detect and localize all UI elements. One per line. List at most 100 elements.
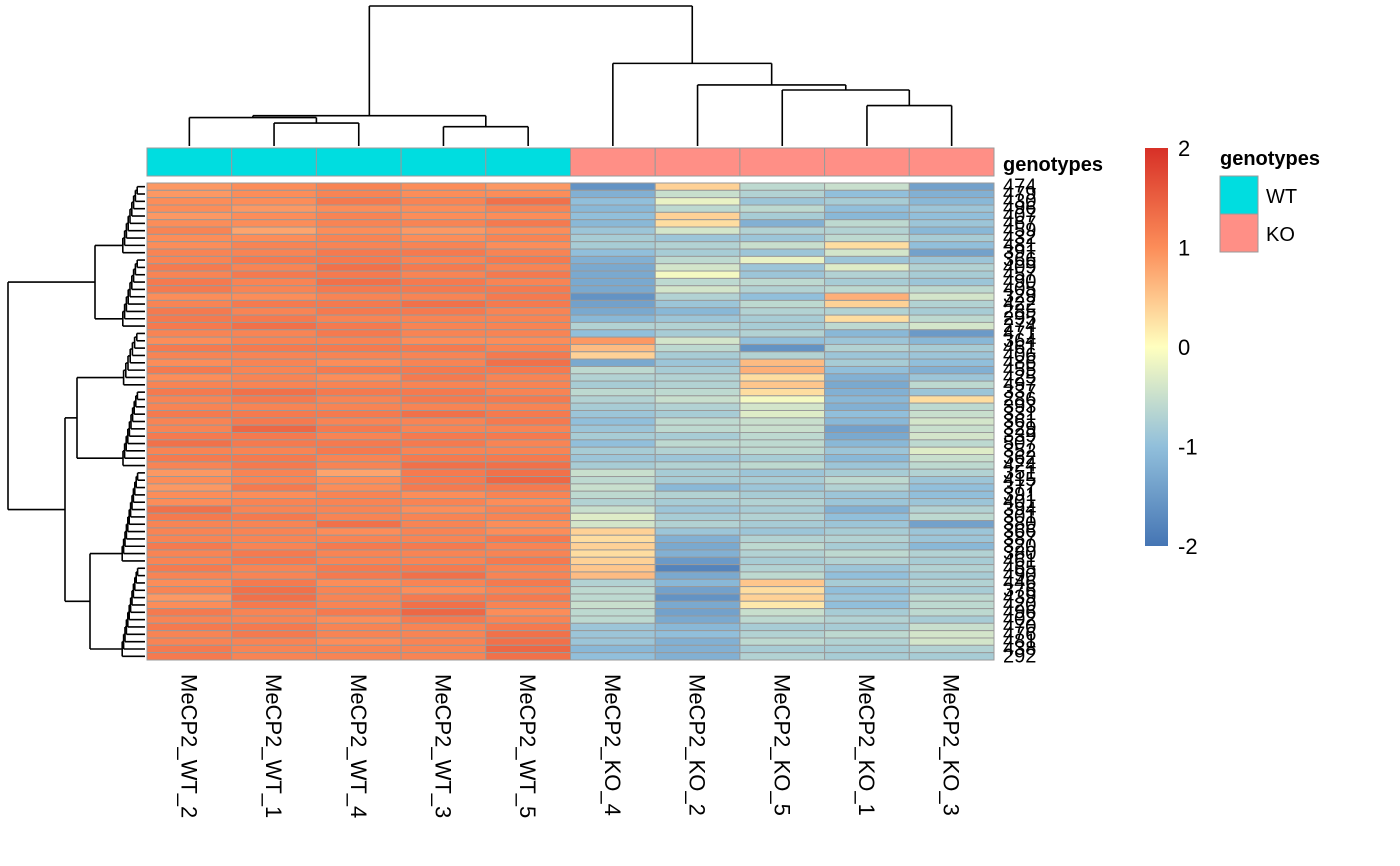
heatmap-cell bbox=[908, 292, 995, 301]
heatmap-cell bbox=[146, 637, 233, 646]
heatmap-cell bbox=[654, 505, 741, 514]
heatmap-cell bbox=[908, 505, 995, 514]
heatmap-cell bbox=[231, 314, 317, 323]
heatmap-cell bbox=[231, 307, 317, 316]
heatmap-cell bbox=[231, 439, 317, 448]
heatmap-cell bbox=[400, 586, 487, 595]
heatmap-cell bbox=[570, 490, 656, 500]
row-label: 420 bbox=[1003, 594, 1036, 616]
heatmap-cell bbox=[315, 307, 402, 316]
heatmap-cell bbox=[908, 343, 995, 353]
column-label: MeCP2_WT_5 bbox=[515, 674, 540, 818]
heatmap-cell bbox=[400, 549, 487, 558]
heatmap-cell bbox=[231, 233, 317, 243]
heatmap-cell bbox=[485, 512, 571, 522]
heatmap-cell bbox=[570, 336, 656, 345]
heatmap-cell bbox=[654, 373, 741, 382]
heatmap-cell bbox=[654, 432, 741, 441]
heatmap-cell bbox=[824, 549, 910, 558]
heatmap-cell bbox=[231, 211, 317, 221]
heatmap-cell bbox=[654, 608, 741, 617]
heatmap-cell bbox=[570, 233, 656, 243]
heatmap-cell bbox=[739, 343, 826, 353]
row-label: 366 bbox=[1003, 521, 1036, 543]
row-label: 424 bbox=[1003, 455, 1036, 477]
heatmap-cell bbox=[824, 578, 910, 588]
heatmap-cell bbox=[824, 277, 910, 287]
heatmap-cell bbox=[570, 329, 656, 338]
heatmap-cell bbox=[400, 593, 487, 602]
heatmap-cell bbox=[146, 373, 233, 382]
heatmap-cell bbox=[570, 314, 656, 323]
heatmap-cell bbox=[739, 652, 826, 661]
heatmap-cell bbox=[146, 263, 233, 272]
legend-title: genotypes bbox=[1220, 148, 1320, 170]
heatmap-cell bbox=[146, 255, 233, 265]
heatmap-cell bbox=[146, 476, 233, 485]
row-label: 474 bbox=[1003, 176, 1036, 198]
heatmap-cell bbox=[400, 454, 487, 463]
heatmap-cell bbox=[485, 314, 571, 323]
heatmap-cell bbox=[400, 285, 487, 294]
heatmap-cell bbox=[570, 512, 656, 522]
heatmap-cell bbox=[739, 299, 826, 309]
heatmap-cell bbox=[231, 365, 317, 375]
row-label: 470 bbox=[1003, 616, 1036, 638]
heatmap-cell bbox=[315, 468, 402, 478]
heatmap-cell bbox=[654, 534, 741, 544]
column-label: MeCP2_WT_4 bbox=[346, 674, 371, 818]
heatmap-cell bbox=[485, 373, 571, 382]
heatmap-cell bbox=[654, 387, 741, 397]
heatmap-cell bbox=[485, 336, 571, 345]
heatmap-cell bbox=[146, 542, 233, 551]
heatmap-cell bbox=[654, 402, 741, 411]
heatmap-cell bbox=[570, 189, 656, 199]
row-label: 497 bbox=[1003, 374, 1036, 396]
heatmap-cell bbox=[315, 373, 402, 382]
heatmap-cell bbox=[654, 211, 741, 221]
heatmap-cell bbox=[908, 644, 995, 654]
heatmap-cell bbox=[739, 490, 826, 500]
genotype-legend: genotypes WT KO bbox=[1219, 148, 1320, 253]
heatmap-cell bbox=[400, 204, 487, 213]
heatmap-cell bbox=[315, 512, 402, 522]
heatmap-cell bbox=[315, 417, 402, 426]
heatmap-cell bbox=[485, 189, 571, 199]
heatmap-cell bbox=[231, 549, 317, 558]
heatmap-cell bbox=[315, 248, 402, 257]
heatmap-cell bbox=[739, 358, 826, 367]
row-label: 465 bbox=[1003, 557, 1036, 579]
heatmap-cell bbox=[739, 608, 826, 617]
heatmap-cell bbox=[908, 417, 995, 426]
heatmap-cell bbox=[654, 564, 741, 573]
heatmap-cell bbox=[485, 285, 571, 294]
heatmap-cell bbox=[400, 542, 487, 551]
heatmap-cell bbox=[485, 593, 571, 602]
row-label: 481 bbox=[1003, 234, 1036, 256]
heatmap-cell bbox=[654, 285, 741, 294]
heatmap-cell bbox=[400, 248, 487, 257]
heatmap-cell bbox=[485, 277, 571, 287]
heatmap-cell bbox=[908, 226, 995, 235]
heatmap-cell bbox=[654, 520, 741, 529]
heatmap-cell bbox=[146, 358, 233, 367]
heatmap-cell bbox=[824, 314, 910, 323]
heatmap-cell bbox=[400, 520, 487, 529]
heatmap-cell bbox=[739, 417, 826, 426]
heatmap-cell bbox=[485, 197, 571, 206]
heatmap-cell bbox=[570, 409, 656, 419]
heatmap-cell bbox=[824, 446, 910, 456]
heatmap-cell bbox=[570, 277, 656, 287]
heatmap-cell bbox=[485, 299, 571, 309]
heatmap-cell bbox=[654, 292, 741, 301]
heatmap-cell bbox=[654, 241, 741, 250]
heatmap-cell bbox=[824, 241, 910, 250]
heatmap-cell bbox=[231, 387, 317, 397]
heatmap-cell bbox=[231, 564, 317, 573]
heatmap-cell bbox=[485, 578, 571, 588]
heatmap-cell bbox=[485, 652, 571, 661]
heatmap-cell bbox=[485, 182, 571, 191]
heatmap-cell bbox=[739, 644, 826, 654]
heatmap-cell bbox=[485, 292, 571, 301]
heatmap-cell bbox=[485, 387, 571, 397]
